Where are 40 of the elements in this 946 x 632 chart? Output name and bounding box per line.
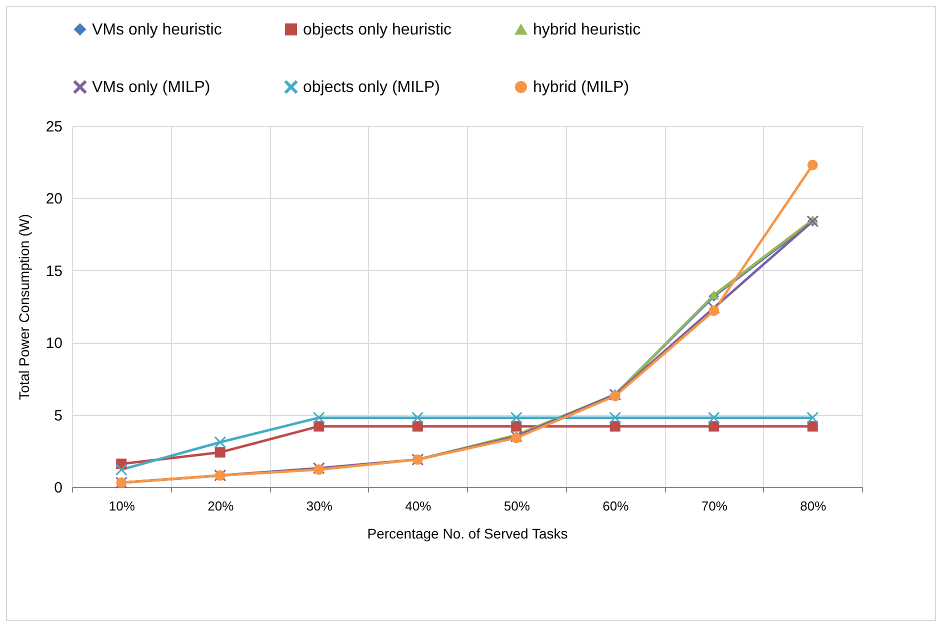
point xyxy=(708,421,720,432)
point xyxy=(708,306,720,316)
point xyxy=(807,160,818,170)
y-axis-title: Total Power Consumption (W) xyxy=(16,214,32,400)
point xyxy=(412,412,424,424)
legend-label: objects only heuristic xyxy=(303,21,452,38)
legend-label: hybrid heuristic xyxy=(533,22,641,38)
y-tick-label: 20 xyxy=(46,190,62,208)
x-tick-label: 30% xyxy=(306,498,333,514)
point xyxy=(214,447,226,458)
point xyxy=(807,421,818,432)
x-tick-label: 40% xyxy=(405,498,432,514)
x-axis-title: Percentage No. of Served Tasks xyxy=(367,526,568,542)
point xyxy=(806,412,818,424)
point xyxy=(116,464,128,476)
y-tick-label: 25 xyxy=(46,118,62,136)
x-tick-label: 60% xyxy=(602,498,630,514)
legend-label: VMs only heuristic xyxy=(92,21,222,38)
point xyxy=(708,412,720,424)
point xyxy=(708,290,720,300)
y-tick-label: 0 xyxy=(54,480,62,496)
x-tick-label: 10% xyxy=(108,498,136,514)
y-tick-label: 5 xyxy=(54,407,62,424)
point xyxy=(412,421,423,432)
legend-label: hybrid (MILP) xyxy=(533,79,630,96)
x-tick-label: 20% xyxy=(208,498,234,514)
point xyxy=(214,436,226,448)
x-tick-label: 70% xyxy=(701,498,728,514)
x-tick-label: 50% xyxy=(504,498,530,514)
point xyxy=(313,412,325,424)
y-tick-label: 15 xyxy=(46,262,62,280)
point xyxy=(510,412,522,424)
point xyxy=(610,421,620,432)
point xyxy=(511,421,522,432)
point xyxy=(314,421,324,432)
y-tick-label: 10 xyxy=(46,335,62,352)
point xyxy=(609,412,621,424)
legend-label: objects only (MILP) xyxy=(303,79,440,96)
x-tick-label: 80% xyxy=(800,498,827,514)
legend-label: VMs only (MILP) xyxy=(92,79,210,96)
